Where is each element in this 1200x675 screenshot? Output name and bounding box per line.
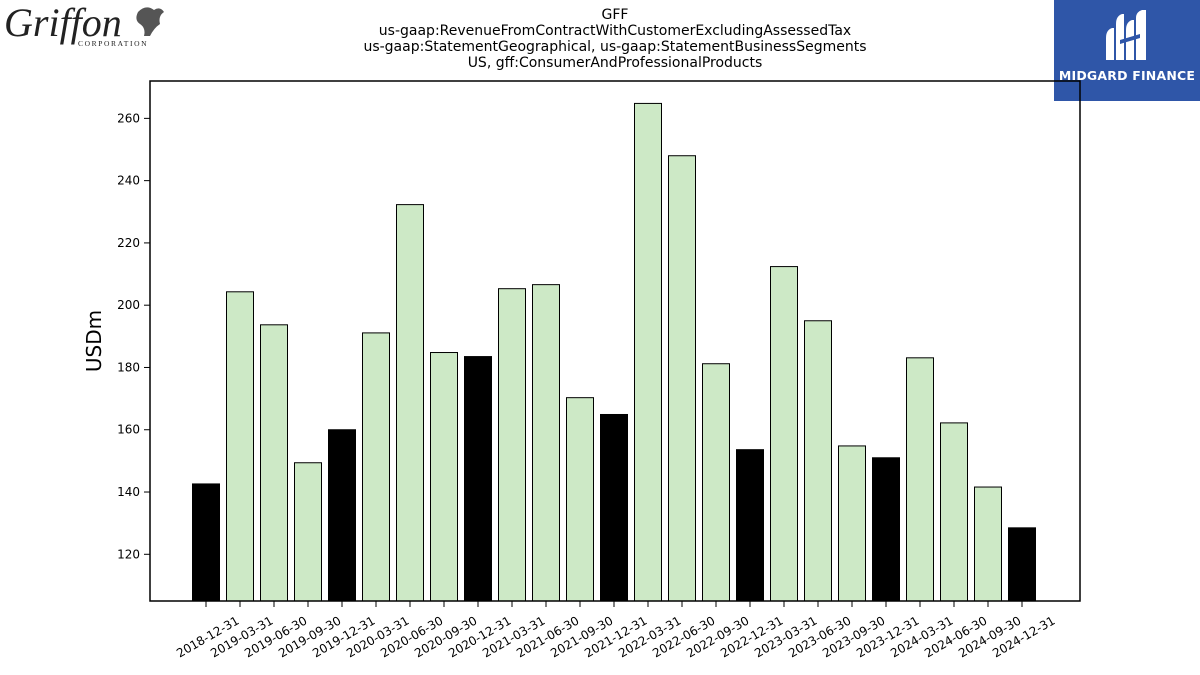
bar-2019-09-30 xyxy=(294,462,322,602)
y-tick-label: 160 xyxy=(117,423,140,437)
bar-2023-06-30 xyxy=(804,320,832,602)
bar-2020-03-31 xyxy=(362,332,390,602)
y-tick-label: 180 xyxy=(117,360,140,374)
bar-2018-12-31 xyxy=(192,483,220,602)
plot-marks xyxy=(192,102,1036,602)
bar-2024-06-30 xyxy=(940,422,968,602)
bar-2024-12-31 xyxy=(1008,527,1036,602)
chart-subtitle-concept: us-gaap:RevenueFromContractWithCustomerE… xyxy=(378,23,852,39)
bar-2019-12-31 xyxy=(328,429,356,602)
chart-subtitle-axes: us-gaap:StatementGeographical, us-gaap:S… xyxy=(363,39,867,55)
bar-2024-09-30 xyxy=(974,486,1002,602)
bar-2021-09-30 xyxy=(566,397,594,602)
bar-2020-09-30 xyxy=(430,352,458,602)
griffin-emblem-icon xyxy=(136,7,164,36)
bar-2022-09-30 xyxy=(702,363,730,602)
bar-2021-03-31 xyxy=(498,288,526,602)
y-tick-label: 240 xyxy=(117,174,140,188)
bar-2021-06-30 xyxy=(532,284,560,602)
midgard-finance-wordmark: MIDGARD FINANCE xyxy=(1058,68,1196,83)
bar-2022-06-30 xyxy=(668,155,696,602)
bar-2019-06-30 xyxy=(260,324,288,602)
y-tick-label: 140 xyxy=(117,485,140,499)
bar-2019-03-31 xyxy=(226,291,254,602)
x-axis: 2018-12-312019-03-312019-06-302019-09-30… xyxy=(174,601,1058,660)
bar-2020-06-30 xyxy=(396,204,424,602)
y-tick-label: 120 xyxy=(117,547,140,561)
y-tick-label: 260 xyxy=(117,111,140,125)
y-axis-label: USDm xyxy=(82,310,106,372)
y-tick-label: 220 xyxy=(117,236,140,250)
y-axis: 120 140 160 180 200 220 240 260 xyxy=(117,111,150,561)
midgard-finance-logo: MIDGARD FINANCE xyxy=(1054,0,1200,101)
bar-2022-03-31 xyxy=(634,102,662,602)
y-tick-label: 200 xyxy=(117,298,140,312)
griffon-logo: Griffon CORPORATION xyxy=(4,2,164,48)
bar-2021-12-31 xyxy=(600,413,628,602)
griffon-logo-wordmark: Griffon xyxy=(4,2,122,45)
bar-2020-12-31 xyxy=(464,356,492,602)
midgard-emblem-icon xyxy=(1106,10,1146,60)
bar-2023-09-30 xyxy=(838,445,866,602)
chart-title: GFF xyxy=(601,7,629,23)
griffon-logo-tagline: CORPORATION xyxy=(78,39,148,48)
chart-subtitle-members: US, gff:ConsumerAndProfessionalProducts xyxy=(467,55,763,71)
plot-frame xyxy=(149,80,1081,602)
bar-2023-12-31 xyxy=(872,457,900,602)
bar-2022-12-31 xyxy=(736,449,764,602)
bar-2023-03-31 xyxy=(770,266,798,602)
bar-2024-03-31 xyxy=(906,357,934,602)
